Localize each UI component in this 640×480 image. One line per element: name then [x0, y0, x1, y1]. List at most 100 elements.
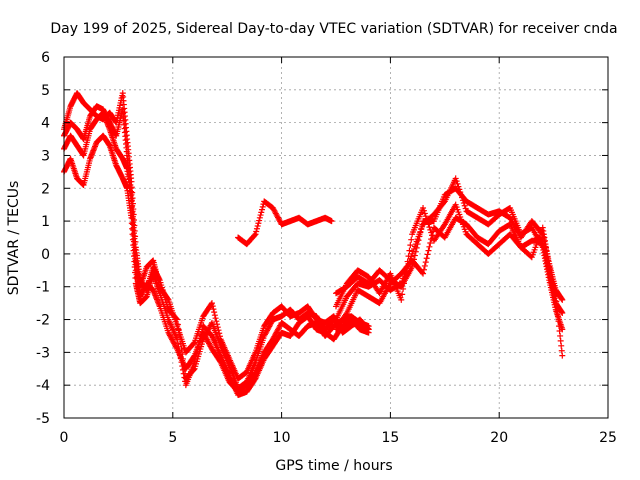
x-tick-label: 10 [273, 430, 291, 446]
data-point [215, 327, 222, 334]
data-point [256, 214, 263, 221]
y-tick-label: 6 [41, 50, 50, 66]
data-point [440, 222, 447, 229]
data-point [425, 247, 432, 254]
data-point [176, 347, 183, 354]
data-point [462, 205, 469, 212]
data-point [452, 175, 459, 182]
data-point [216, 330, 223, 337]
data-point [196, 338, 203, 345]
data-point [211, 312, 218, 319]
data-point [454, 180, 461, 187]
grid-lines [64, 57, 608, 418]
data-point [421, 210, 428, 217]
data-point [214, 324, 221, 331]
y-tick-label: 5 [41, 83, 50, 99]
data-point [419, 221, 426, 228]
data-point [405, 253, 412, 260]
data-point [211, 309, 218, 316]
x-tick-label: 25 [599, 430, 617, 446]
data-point [130, 224, 137, 231]
x-tick-label: 5 [168, 430, 177, 446]
series-track-i [333, 185, 566, 303]
data-point [194, 347, 201, 354]
x-tick-label: 15 [381, 430, 399, 446]
data-point [417, 229, 424, 236]
data-point [132, 252, 139, 259]
y-tick-label: -1 [36, 280, 50, 296]
y-tick-label: 1 [41, 214, 50, 230]
data-point [408, 236, 415, 243]
data-point [259, 206, 266, 213]
data-point [412, 248, 419, 255]
data-point [426, 243, 433, 250]
data-point [413, 244, 420, 251]
data-point [453, 178, 460, 185]
plot-frame [63, 56, 609, 419]
data-point [418, 225, 425, 232]
data-point [192, 356, 199, 363]
data-point [410, 256, 417, 263]
data-point [179, 366, 186, 373]
y-axis-label: SDTVAR / TECUs [6, 181, 22, 296]
x-tick-label: 20 [490, 430, 508, 446]
data-point [559, 296, 566, 303]
data-point [208, 300, 215, 307]
data-point [328, 218, 335, 225]
series-track-d [61, 103, 372, 382]
data-point [128, 191, 135, 198]
y-tick-label: -2 [36, 313, 50, 329]
data-point [191, 359, 198, 366]
data-point [414, 241, 421, 248]
x-axis-label: GPS time / hours [275, 458, 392, 474]
y-tick-label: -4 [36, 378, 50, 394]
data-point [407, 242, 414, 249]
axis-ticks: 0 5 10 15 20 25 -5 -4 -3 -2 -1 0 1 2 3 4 5 6 [36, 50, 617, 446]
y-tick-label: -3 [36, 345, 50, 361]
data-point [130, 230, 137, 237]
data-point [424, 251, 431, 258]
x-tick-label: 0 [60, 430, 69, 446]
data-point [132, 246, 139, 253]
data-point [209, 303, 216, 310]
data-point [164, 295, 171, 302]
data-point [214, 321, 221, 328]
data-point [212, 315, 219, 322]
data-point [406, 247, 413, 254]
data-markers [61, 90, 566, 399]
data-point [399, 291, 406, 298]
y-tick-label: 2 [41, 181, 50, 197]
data-point [180, 370, 187, 377]
data-point [256, 217, 263, 224]
data-point [198, 332, 205, 339]
y-tick-label: -5 [36, 411, 50, 427]
data-point [253, 228, 260, 235]
data-point [364, 325, 371, 332]
data-point [420, 270, 427, 277]
data-point [177, 355, 184, 362]
data-point [427, 239, 434, 246]
data-point [129, 213, 136, 220]
data-point [251, 232, 258, 239]
chart-title: Day 199 of 2025, Sidereal Day-to-day VTE… [50, 21, 617, 37]
data-point [420, 266, 427, 273]
series-track-e [235, 198, 335, 248]
data-point [131, 241, 138, 248]
y-tick-label: 0 [41, 247, 50, 263]
data-point [193, 353, 200, 360]
y-tick-label: 4 [41, 116, 50, 132]
data-point [409, 264, 416, 271]
data-point [538, 230, 545, 237]
data-point [177, 351, 184, 358]
data-point [559, 352, 566, 359]
data-point [174, 340, 181, 347]
data-point [131, 235, 138, 242]
data-point [195, 341, 202, 348]
data-point [398, 296, 405, 303]
data-point [175, 343, 182, 350]
data-point [129, 208, 136, 215]
data-point [342, 311, 349, 318]
data-point [429, 232, 436, 239]
data-point [255, 220, 262, 227]
